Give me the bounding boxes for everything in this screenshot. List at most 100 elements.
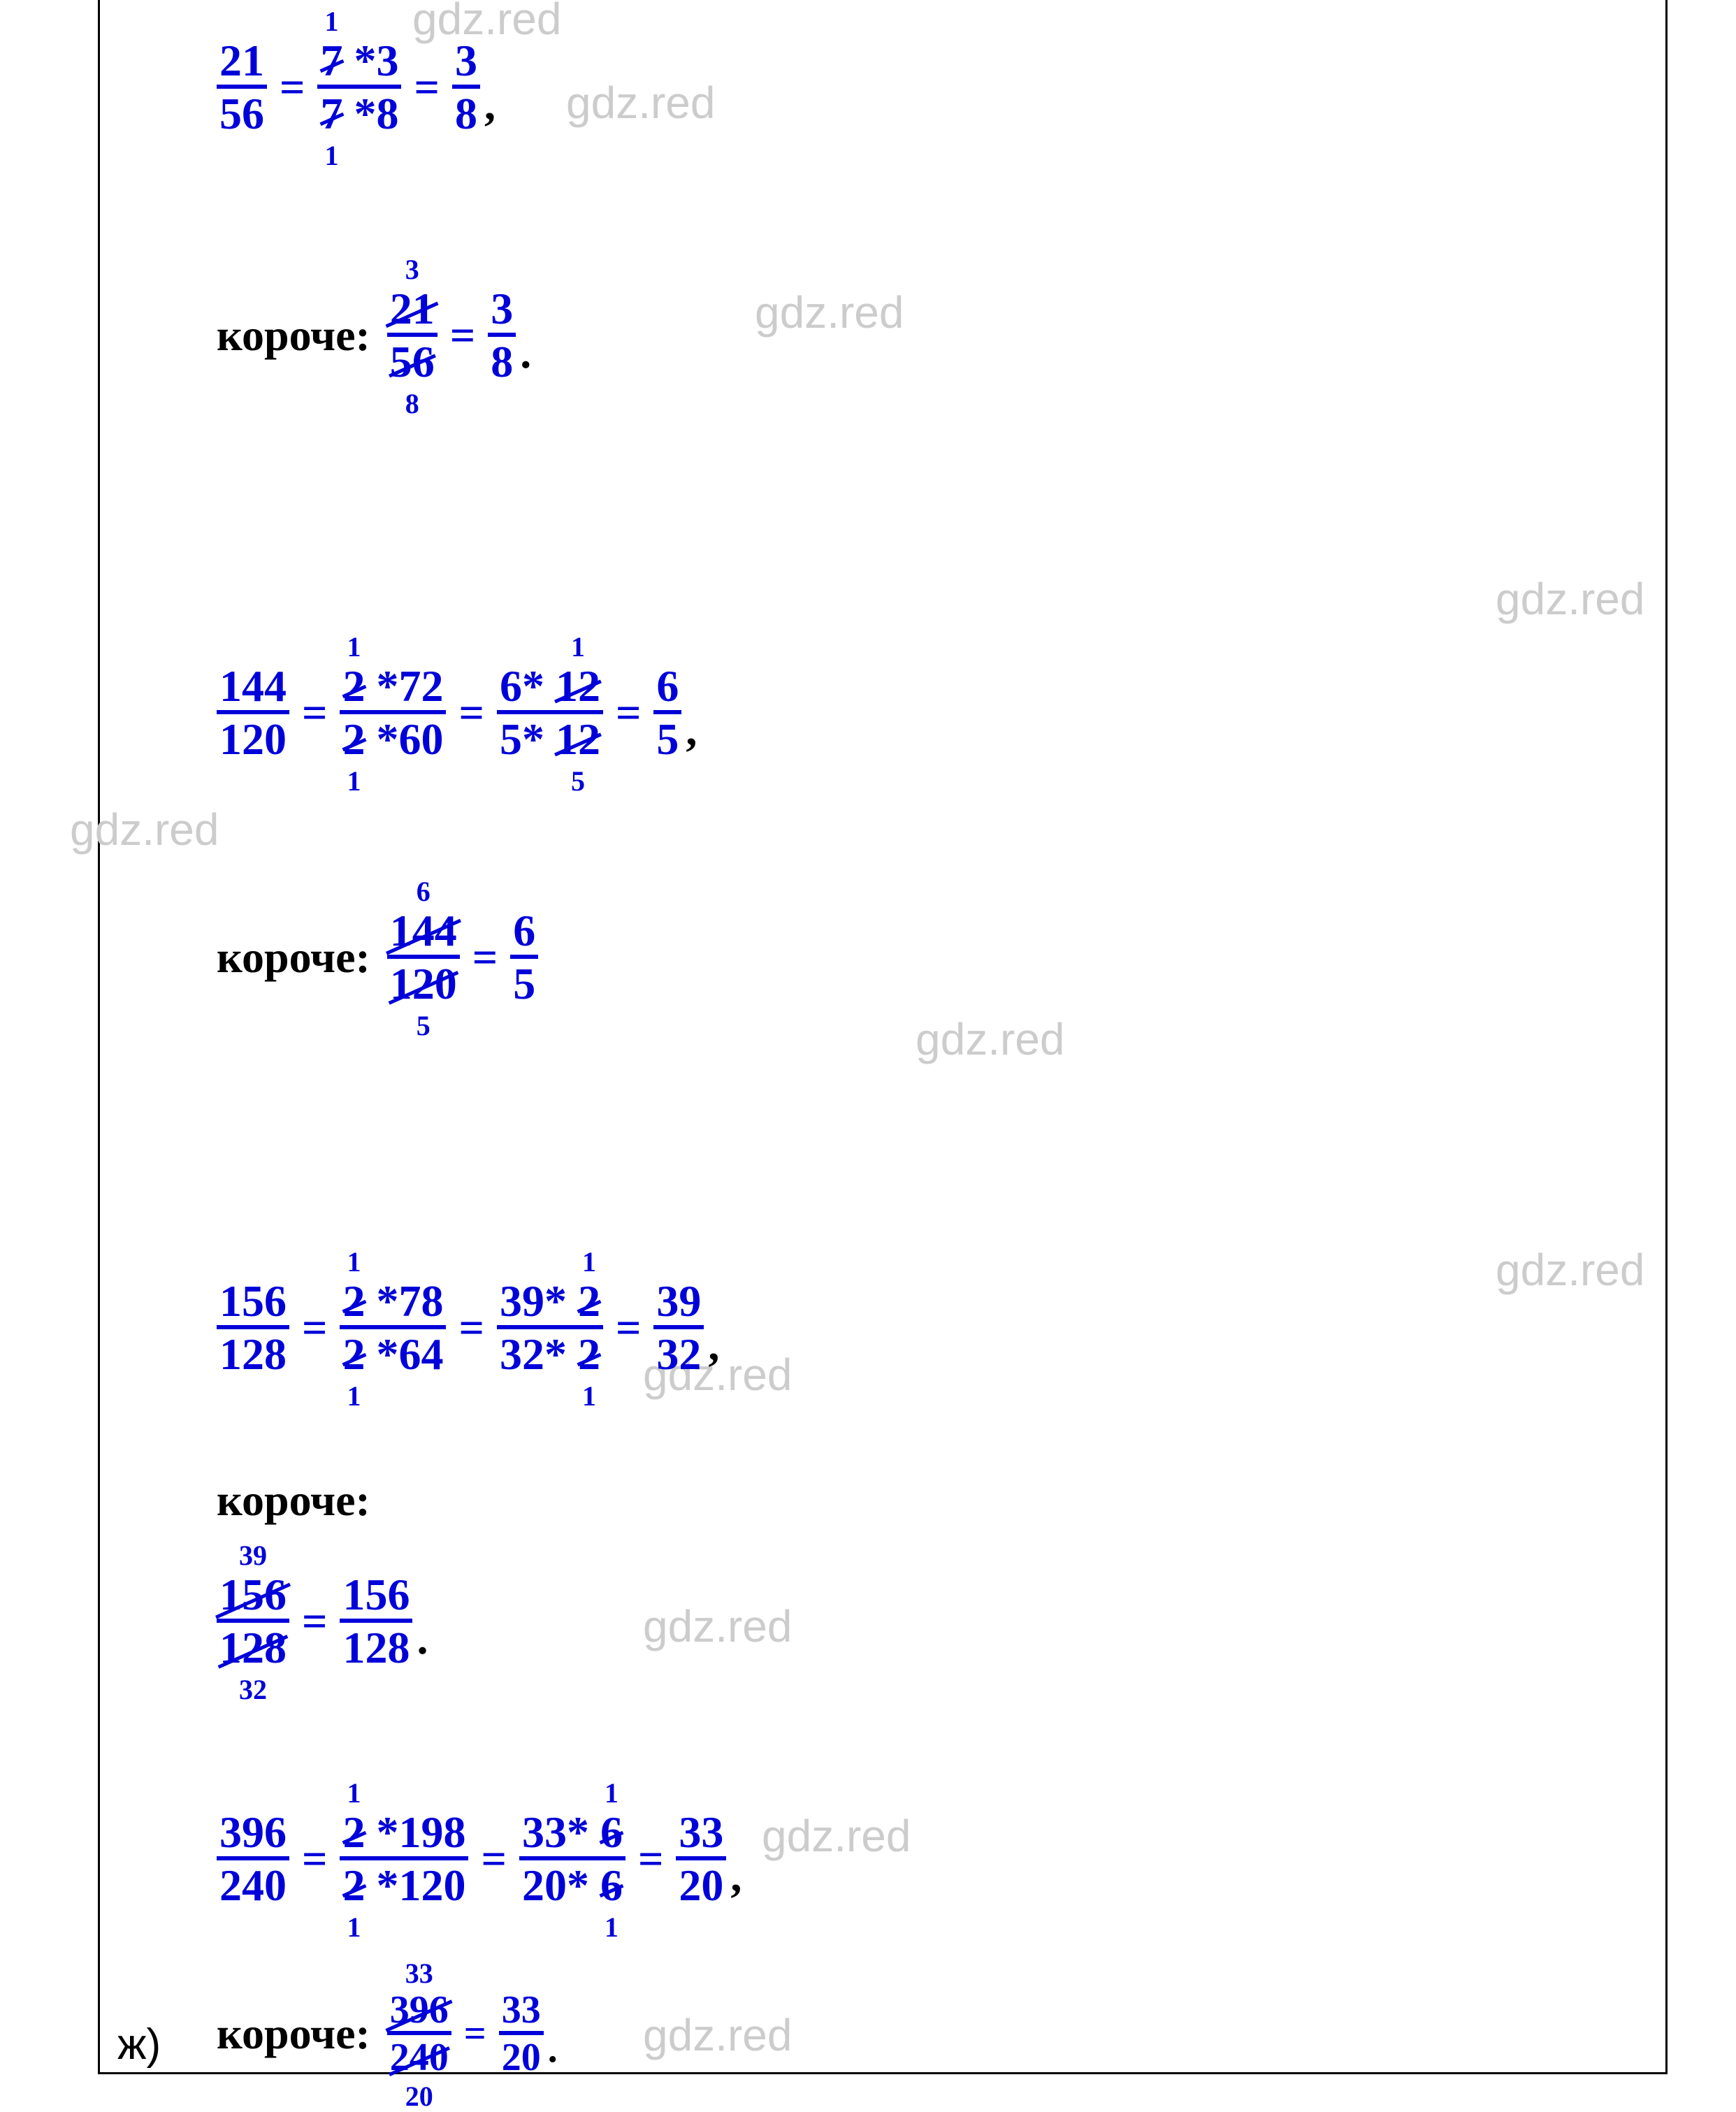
strike-term: 12 [342,1279,365,1324]
denominator: 20240 [390,2035,449,2077]
equals-sign: = [446,687,496,739]
trailing-dot: . [516,327,531,379]
short-label-row: короче: [217,1475,370,1526]
numerator: 144 [217,664,289,714]
strike-term: 12 [342,1863,365,1908]
fraction: 33* 16 20* 16 [519,1810,625,1908]
numerator: 33* 16 [519,1810,625,1860]
numerator: 39 [653,1279,704,1329]
equation-row: короче: 321 856 = 3 8 . [217,287,531,384]
fraction: 6 5 [653,664,681,762]
denominator: 5* 512 [500,714,600,762]
strike-term: 112 [556,664,600,709]
trailing-dot: . [544,2027,558,2071]
annotation-bottom: 5 [417,1012,431,1040]
denominator: 12 *64 [342,1329,443,1377]
equals-sign: = [603,1302,653,1354]
denominator: 856 [390,337,435,384]
trailing-comma: , [681,704,697,756]
numerator: 33396 [387,1990,451,2035]
annotation-top: 1 [324,8,338,36]
star-sign: * [354,89,376,138]
annotation-top: 33 [405,1960,433,1988]
numerator: 6* 112 [497,664,603,714]
strike-term: 12 [578,1332,600,1377]
strike-term: 12 [342,717,365,762]
numerator: 6 [510,909,538,959]
strike-term: 17 [320,92,342,136]
denominator: 20* 16 [522,1860,623,1908]
annotation-top: 1 [347,1248,361,1276]
trailing-dot: . [412,1613,428,1665]
fraction: 3 8 [452,38,480,136]
fraction: 33 20 [676,1810,726,1908]
numerator: 21 [217,38,267,89]
fraction: 156 128 [217,1279,289,1377]
equals-sign: = [603,687,653,739]
equals-sign: = [451,2011,499,2056]
annotation-top: 1 [347,633,361,661]
denominator: 240 [219,1860,287,1908]
numerator: 396 [217,1810,289,1860]
fraction: 12 *198 12 *120 [340,1810,468,1908]
denominator: 8 [491,337,513,384]
fraction: 39156 32128 [217,1572,289,1670]
equals-sign: = [289,1596,340,1647]
numerator: 6144 [387,909,460,959]
numerator: 33 [676,1810,726,1860]
annotation-bottom: 20 [405,2083,433,2111]
equation-row: 156 128 = 12 *78 12 *64 = 39* 12 32* 12 … [217,1279,719,1377]
fraction: 39* 12 32* 12 [497,1279,603,1377]
numerator: 6 [653,664,681,714]
denominator: 32* 12 [500,1329,600,1377]
denominator: 17 *8 [320,89,398,136]
equation-row: 144 120 = 12 *72 12 *60 = 6* 112 5* 512 … [217,664,697,762]
fraction: 396 240 [217,1810,289,1908]
equals-sign: = [401,62,451,113]
denominator: 32 [656,1329,701,1377]
denominator: 5 [656,714,679,762]
denominator: 120 [219,714,287,762]
short-label: короче: [217,1475,370,1526]
denominator: 32128 [219,1623,287,1670]
numerator: 3 [452,38,480,89]
annotation-bottom: 1 [347,767,361,795]
annotation-top: 1 [347,1779,361,1807]
equals-sign: = [289,1833,340,1885]
annotation-top: 39 [239,1542,267,1570]
denominator: 56 [219,89,264,136]
annotation-top: 1 [605,1779,619,1807]
short-label: короче: [217,932,387,983]
denominator: 5120 [390,959,457,1006]
equals-sign: = [468,1833,519,1885]
numerator: 12 *78 [340,1279,446,1329]
strike-term: 12 [342,664,365,709]
equals-sign: = [625,1833,676,1885]
numerator: 156 [217,1279,289,1329]
fraction: 6* 112 5* 512 [497,664,603,762]
strike-term: 16 [600,1810,623,1855]
strike-term: 12 [578,1279,600,1324]
strike-term: 16 [600,1863,623,1908]
equation-row: короче: 6144 5120 = 6 5 [217,909,538,1006]
annotation-bottom: 32 [239,1676,267,1704]
annotation-bottom: 1 [324,142,338,170]
fraction: 156 128 [340,1572,412,1670]
denominator: 128 [219,1329,287,1377]
numerator: 39156 [217,1572,289,1623]
strike-term: 12 [342,1810,365,1855]
annotation-top: 6 [417,878,431,906]
equals-sign: = [289,1302,340,1354]
numerator: 156 [340,1572,412,1623]
denominator: 20 [502,2035,541,2077]
fraction: 33396 20240 [387,1990,451,2077]
annotation-bottom: 1 [347,1382,361,1410]
trailing-comma: , [726,1851,742,1902]
annotation-bottom: 1 [347,1914,361,1941]
annotation-bottom: 5 [571,767,585,795]
denominator: 5 [513,959,535,1006]
equals-sign: = [289,687,340,739]
annotation-bottom: 1 [582,1382,596,1410]
numerator: 12 *72 [340,664,446,714]
annotation-top: 3 [405,256,419,284]
